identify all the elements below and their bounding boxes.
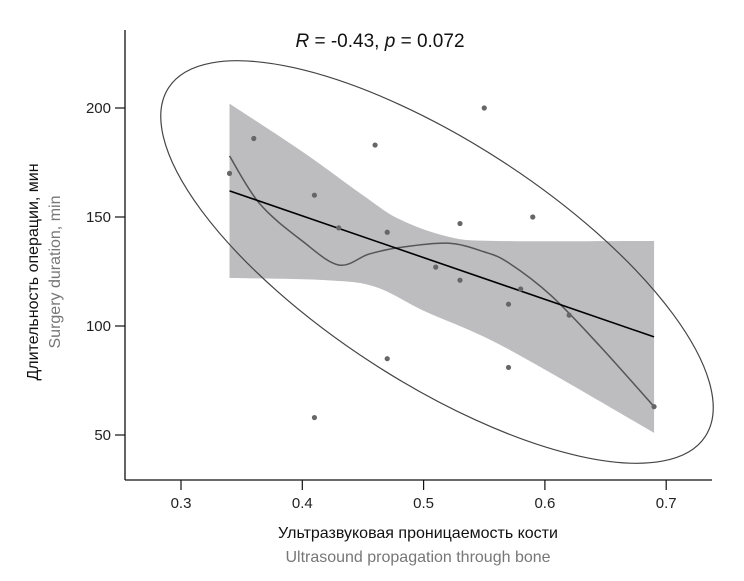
data-point <box>336 225 342 231</box>
y-tick-label: 150 <box>86 209 111 226</box>
chart-title: R = -0.43, p = 0.072 <box>295 31 464 52</box>
data-point <box>566 312 572 318</box>
y-tick-label: 50 <box>94 427 111 444</box>
loess-curve <box>228 155 655 408</box>
data-point <box>384 229 390 235</box>
x-axis-label-en: Ultrasound propagation through bone <box>285 549 550 566</box>
data-point <box>311 192 318 198</box>
data-point <box>384 356 390 362</box>
data-point <box>505 364 512 371</box>
data-point <box>530 214 536 220</box>
x-tick-label: 0.3 <box>171 495 192 512</box>
x-tick-label: 0.6 <box>534 495 555 512</box>
data-point <box>457 220 463 227</box>
regression-line <box>229 190 655 338</box>
y-tick-label: 200 <box>86 100 111 117</box>
data-point <box>311 414 318 421</box>
data-point <box>505 301 512 307</box>
data-point <box>457 277 463 283</box>
x-tick-label: 0.4 <box>292 495 313 512</box>
y-axis-label-en: Surgery duration, min <box>47 196 64 349</box>
data-point <box>481 105 487 111</box>
confidence-ellipse <box>160 60 714 464</box>
data-point <box>226 170 233 176</box>
x-tick-label: 0.7 <box>656 495 677 512</box>
confidence-band <box>229 103 655 433</box>
data-point <box>651 404 657 410</box>
data-point <box>433 264 439 270</box>
data-point <box>372 142 378 148</box>
y-tick-label: 100 <box>86 318 111 335</box>
x-axis-label: Ультразвуковая проницаемость кости <box>278 525 558 542</box>
y-axis-label: Длительность операции, мин <box>25 163 42 380</box>
data-point <box>251 135 257 142</box>
x-tick-label: 0.5 <box>413 495 434 512</box>
data-point <box>518 286 524 292</box>
